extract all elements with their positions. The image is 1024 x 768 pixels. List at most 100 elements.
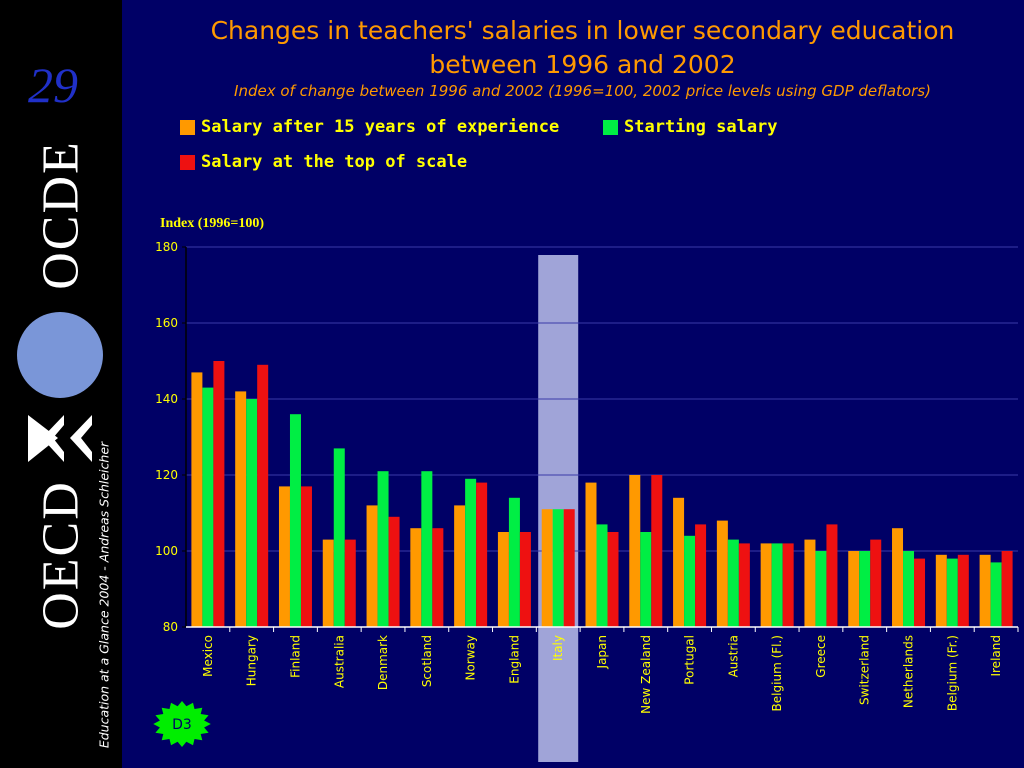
- x-tick-label: Norway: [464, 635, 478, 681]
- bar: [804, 539, 816, 627]
- chart-subtitle: Index of change between 1996 and 2002 (1…: [234, 82, 931, 100]
- badge-label: D3: [172, 717, 192, 733]
- y-tick-label: 120: [155, 468, 178, 482]
- bar: [892, 528, 904, 627]
- bar: [289, 414, 301, 627]
- legend-label-starting: Starting salary: [624, 117, 778, 137]
- bar: [257, 364, 269, 627]
- x-tick-label: Netherlands: [902, 635, 916, 708]
- bar: [377, 471, 389, 627]
- legend-swatch-starting: [603, 119, 618, 135]
- bar: [727, 539, 739, 627]
- x-tick-label: Switzerland: [858, 635, 872, 705]
- y-tick-label: 180: [155, 240, 178, 254]
- y-tick-label: 100: [155, 544, 178, 558]
- bar: [771, 543, 783, 627]
- bar: [596, 524, 608, 627]
- x-tick-label: Ireland: [989, 635, 1003, 677]
- bar: [191, 372, 203, 627]
- bar: [465, 478, 477, 627]
- x-tick-label: Italy: [551, 635, 565, 661]
- bar: [476, 482, 488, 627]
- legend-label-experience: Salary after 15 years of experience: [201, 117, 560, 137]
- bar: [716, 520, 728, 627]
- bar: [826, 524, 838, 627]
- legend-swatch-experience: [180, 119, 195, 135]
- legend-item-starting: Starting salary: [603, 117, 778, 137]
- x-tick-label: Austria: [726, 635, 740, 677]
- bar: [859, 551, 871, 627]
- bar: [990, 562, 1002, 627]
- bar: [410, 528, 422, 627]
- bar: [421, 471, 433, 627]
- bar: [848, 551, 860, 627]
- highlight-band: [538, 255, 579, 762]
- bar: [979, 554, 991, 627]
- chart-title: Changes in teachers' salaries in lower s…: [210, 16, 955, 79]
- x-tick-label: Belgium (Fr.): [945, 635, 959, 711]
- legend-swatch-top-scale: [180, 154, 195, 170]
- bar: [760, 543, 772, 627]
- y-tick-label: 80: [163, 620, 178, 634]
- x-tick-label: Finland: [288, 635, 302, 678]
- badge-starburst: [153, 701, 211, 747]
- bar: [388, 516, 400, 627]
- bar: [508, 497, 520, 627]
- bar: [235, 391, 247, 627]
- bar: [914, 558, 926, 627]
- page-number: 29: [28, 57, 78, 113]
- bar: [278, 486, 290, 627]
- x-tick-label: Japan: [595, 635, 609, 669]
- bar: [322, 539, 334, 627]
- oecd-logo: OCDE OECD: [0, 0, 122, 768]
- bar: [946, 558, 958, 627]
- bar: [519, 532, 531, 627]
- x-tick-label: Portugal: [683, 635, 697, 685]
- y-axis-title: Index (1996=100): [160, 216, 264, 231]
- bar: [563, 509, 575, 627]
- bar: [497, 532, 509, 627]
- legend-label-top-scale: Salary at the top of scale: [201, 152, 468, 172]
- x-tick-label: Greece: [814, 635, 828, 678]
- y-tick-label: 140: [155, 392, 178, 406]
- bar: [1001, 551, 1013, 627]
- bar: [957, 554, 969, 627]
- x-tick-label: England: [507, 635, 521, 684]
- bar: [903, 551, 915, 627]
- bar: [640, 532, 652, 627]
- bar: [629, 475, 641, 627]
- bar: [870, 539, 882, 627]
- x-tick-label: Mexico: [201, 635, 215, 677]
- legend-item-top-scale: Salary at the top of scale: [180, 152, 467, 172]
- bar: [246, 399, 258, 627]
- bar: [684, 535, 696, 627]
- bar: [935, 554, 947, 627]
- x-tick-label: Belgium (Fl.): [770, 635, 784, 711]
- x-tick-label: Denmark: [376, 635, 390, 690]
- bar: [213, 361, 225, 627]
- bar: [673, 497, 685, 627]
- bar: [585, 482, 597, 627]
- bar: [366, 505, 378, 627]
- bar: [815, 551, 827, 627]
- x-tick-label: New Zealand: [639, 635, 653, 714]
- bar: [607, 532, 619, 627]
- bar: [300, 486, 312, 627]
- bar: [344, 539, 356, 627]
- bar: [432, 528, 444, 627]
- legend-item-experience: Salary after 15 years of experience: [180, 117, 559, 137]
- bar: [454, 505, 466, 627]
- x-tick-label: Scotland: [420, 635, 434, 687]
- bar: [782, 543, 794, 627]
- y-tick-label: 160: [155, 316, 178, 330]
- bar: [651, 475, 663, 627]
- x-tick-label: Hungary: [245, 635, 259, 686]
- bar: [695, 524, 707, 627]
- bar: [541, 509, 553, 627]
- bar: [202, 387, 214, 627]
- bar: [333, 448, 345, 627]
- bar: [552, 509, 564, 627]
- bar: [738, 543, 750, 627]
- x-tick-label: Australia: [332, 635, 346, 688]
